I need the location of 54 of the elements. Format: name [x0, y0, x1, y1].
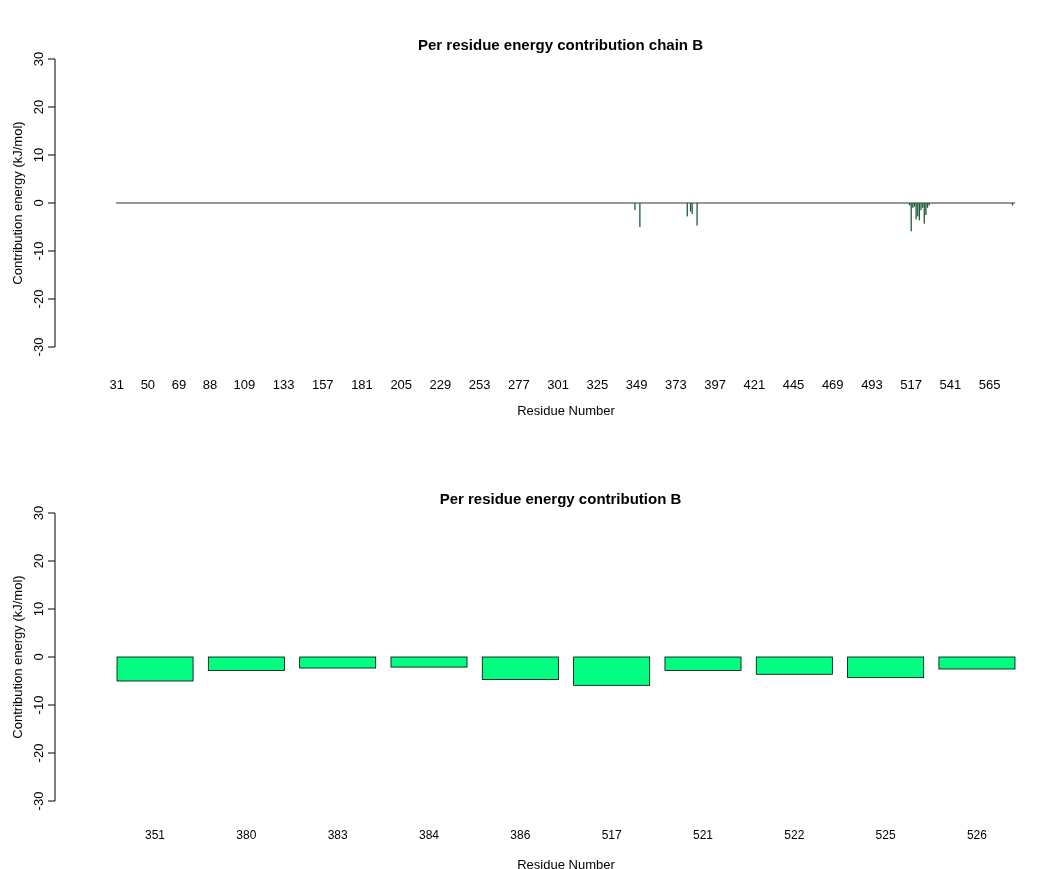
x-tick-label: 421	[743, 377, 766, 392]
y-tick-label: -20	[31, 743, 46, 763]
x-tick-label: 181	[351, 377, 373, 392]
x-tick-label: 351	[145, 828, 166, 842]
y-tick-label: -30	[31, 337, 46, 357]
x-tick-label: 521	[692, 828, 714, 842]
x-tick-label: 133	[272, 377, 295, 392]
y-tick-label: 10	[31, 147, 46, 163]
y-tick-label: 30	[31, 505, 46, 521]
x-tick-label: 50	[140, 377, 156, 392]
x-tick-label: 31	[109, 377, 125, 392]
y-tick-label: 30	[31, 51, 46, 67]
x-tick-label: 445	[782, 377, 805, 392]
x-tick-label: 526	[966, 828, 988, 842]
x-tick-label: 525	[875, 828, 896, 842]
x-tick-label: 522	[784, 828, 805, 842]
chart-title: Per residue energy contribution chain B	[417, 36, 704, 53]
x-axis-title: Residue Number	[517, 857, 616, 869]
x-tick-label: 383	[327, 828, 349, 842]
y-axis-title: Contribution energy (kJ/mol)	[10, 121, 25, 285]
x-tick-label: 88	[202, 377, 218, 392]
x-tick-label: 277	[508, 377, 530, 392]
x-tick-label: 386	[510, 828, 531, 842]
y-tick-label: -10	[31, 695, 46, 715]
chart-title: Per residue energy contribution B	[439, 490, 682, 507]
x-tick-label: 517	[900, 377, 923, 392]
x-tick-label: 541	[939, 377, 962, 392]
y-tick-label: 0	[31, 199, 46, 207]
x-tick-label: 229	[429, 377, 452, 392]
y-tick-label: 0	[31, 653, 46, 661]
x-tick-label: 349	[625, 377, 648, 392]
x-tick-label: 565	[978, 377, 1001, 392]
x-tick-label: 253	[468, 377, 491, 392]
x-tick-label: 157	[311, 377, 334, 392]
x-tick-label: 205	[390, 377, 413, 392]
x-tick-label: 69	[171, 377, 187, 392]
y-tick-label: -20	[31, 289, 46, 309]
x-tick-label: 469	[821, 377, 844, 392]
x-tick-label: 325	[586, 377, 609, 392]
x-tick-label: 397	[704, 377, 726, 392]
x-tick-label: 384	[419, 828, 440, 842]
y-axis-title: Contribution energy (kJ/mol)	[10, 575, 25, 739]
y-tick-label: 20	[31, 99, 46, 115]
x-tick-label: 109	[233, 377, 256, 392]
x-tick-label: 380	[236, 828, 257, 842]
y-tick-label: 10	[31, 601, 46, 617]
x-tick-label: 373	[664, 377, 687, 392]
y-tick-label: -10	[31, 241, 46, 261]
y-tick-label: -30	[31, 791, 46, 811]
x-axis-title: Residue Number	[517, 403, 616, 418]
x-tick-label: 493	[861, 377, 883, 392]
x-tick-label: 517	[601, 828, 622, 842]
y-tick-label: 20	[31, 553, 46, 569]
x-tick-label: 301	[547, 377, 569, 392]
